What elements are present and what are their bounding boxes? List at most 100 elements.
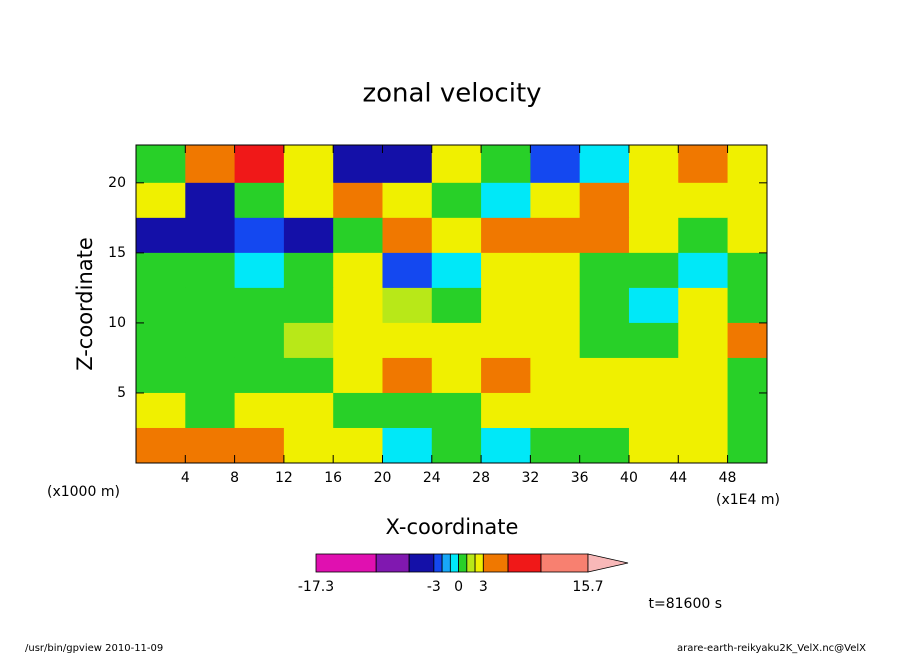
contour-cell [333, 145, 383, 184]
contour-cell [727, 392, 768, 429]
contour-cell [579, 427, 630, 464]
contour-cell [431, 357, 482, 394]
contour-cell [333, 357, 383, 394]
colorbar-tick-label: 15.7 [572, 579, 603, 595]
contour-cell [185, 392, 236, 429]
contour-cell [628, 287, 679, 324]
contour-cell [579, 145, 630, 184]
contour-cell [185, 322, 236, 359]
contour-cell [382, 392, 433, 429]
contour-cell [530, 322, 581, 359]
x-axis-label: X-coordinate [386, 515, 519, 539]
contour-cell [727, 357, 768, 394]
colorbar-tick-label: -17.3 [298, 579, 334, 595]
contour-cell [628, 322, 679, 359]
contour-cell [579, 322, 630, 359]
x-tick-label: 36 [571, 470, 589, 486]
contour-cell [234, 427, 285, 464]
colorbar-segment [449, 553, 459, 573]
contour-cell [481, 357, 531, 394]
contour-cell [628, 427, 679, 464]
plot-frame [135, 144, 768, 464]
x-tick-label: 28 [472, 470, 490, 486]
contour-cell [431, 145, 482, 184]
y-tick-label: 5 [117, 385, 126, 401]
colorbar-segment [375, 553, 410, 573]
contour-cell [481, 217, 531, 254]
contour-cell [382, 252, 433, 289]
contour-cell [628, 357, 679, 394]
contour-cell [382, 182, 433, 219]
contour-cell [185, 145, 236, 184]
colorbar-segment [507, 553, 542, 573]
contour-cell [185, 287, 236, 324]
x-tick-label: 32 [521, 470, 539, 486]
contour-cell [283, 252, 334, 289]
contour-cell [628, 217, 679, 254]
contour-cell [727, 252, 768, 289]
x-tick-label: 20 [374, 470, 392, 486]
contour-cell [530, 145, 581, 184]
contour-cell [530, 182, 581, 219]
contour-cell [382, 427, 433, 464]
contour-cell [579, 357, 630, 394]
contour-cell [481, 427, 531, 464]
contour-cell [283, 287, 334, 324]
x-tick-label: 16 [324, 470, 342, 486]
colorbar-tick-label: 3 [479, 579, 488, 595]
contour-cell [727, 217, 768, 254]
contour-cell [136, 357, 186, 394]
contour-cell [530, 287, 581, 324]
contour-cell [431, 427, 482, 464]
colorbar-segment [441, 553, 451, 573]
contour-cell [234, 392, 285, 429]
x-tick-label: 40 [620, 470, 638, 486]
contour-cell [431, 217, 482, 254]
contour-cell [628, 392, 679, 429]
x-unit-label: (x1E4 m) [716, 492, 780, 508]
contour-cell [727, 287, 768, 324]
contour-cell [136, 392, 186, 429]
contour-cell [283, 392, 334, 429]
contour-cell [234, 217, 285, 254]
contour-cell [136, 252, 186, 289]
contour-cell [431, 322, 482, 359]
contour-cell [283, 357, 334, 394]
colorbar-segment [458, 553, 468, 573]
colorbar-tick-label: 0 [454, 579, 463, 595]
colorbar-tick-label: -3 [427, 579, 441, 595]
contour-cell [481, 287, 531, 324]
contour-cell [333, 217, 383, 254]
contour-cell [530, 427, 581, 464]
y-axis-label: Z-coordinate [73, 237, 97, 371]
contour-cell [234, 287, 285, 324]
footer-left: /usr/bin/gpview 2010-11-09 [25, 643, 163, 654]
contour-cell [481, 322, 531, 359]
contour-cell [136, 145, 186, 184]
x-tick-label: 24 [423, 470, 441, 486]
x-tick-label: 8 [230, 470, 239, 486]
y-unit-label: (x1000 m) [47, 484, 120, 500]
contour-cell [727, 182, 768, 219]
contour-cell [382, 217, 433, 254]
colorbar-segment [474, 553, 484, 573]
contour-cell [530, 357, 581, 394]
contour-cell [678, 145, 729, 184]
contour-cell [579, 392, 630, 429]
contour-cell [678, 182, 729, 219]
contour-cell [333, 427, 383, 464]
colorbar-segment [433, 553, 443, 573]
contour-cell [136, 322, 186, 359]
contour-cell [481, 252, 531, 289]
contour-cell [431, 287, 482, 324]
contour-cell [185, 427, 236, 464]
contour-cell [185, 357, 236, 394]
colorbar-segment [315, 553, 377, 573]
x-tick-label: 48 [719, 470, 737, 486]
contour-cell [234, 252, 285, 289]
chart-title: zonal velocity [362, 79, 541, 109]
contour-cell [185, 252, 236, 289]
y-tick-label: 20 [108, 175, 126, 191]
contour-cell [579, 182, 630, 219]
x-tick-label: 4 [181, 470, 190, 486]
